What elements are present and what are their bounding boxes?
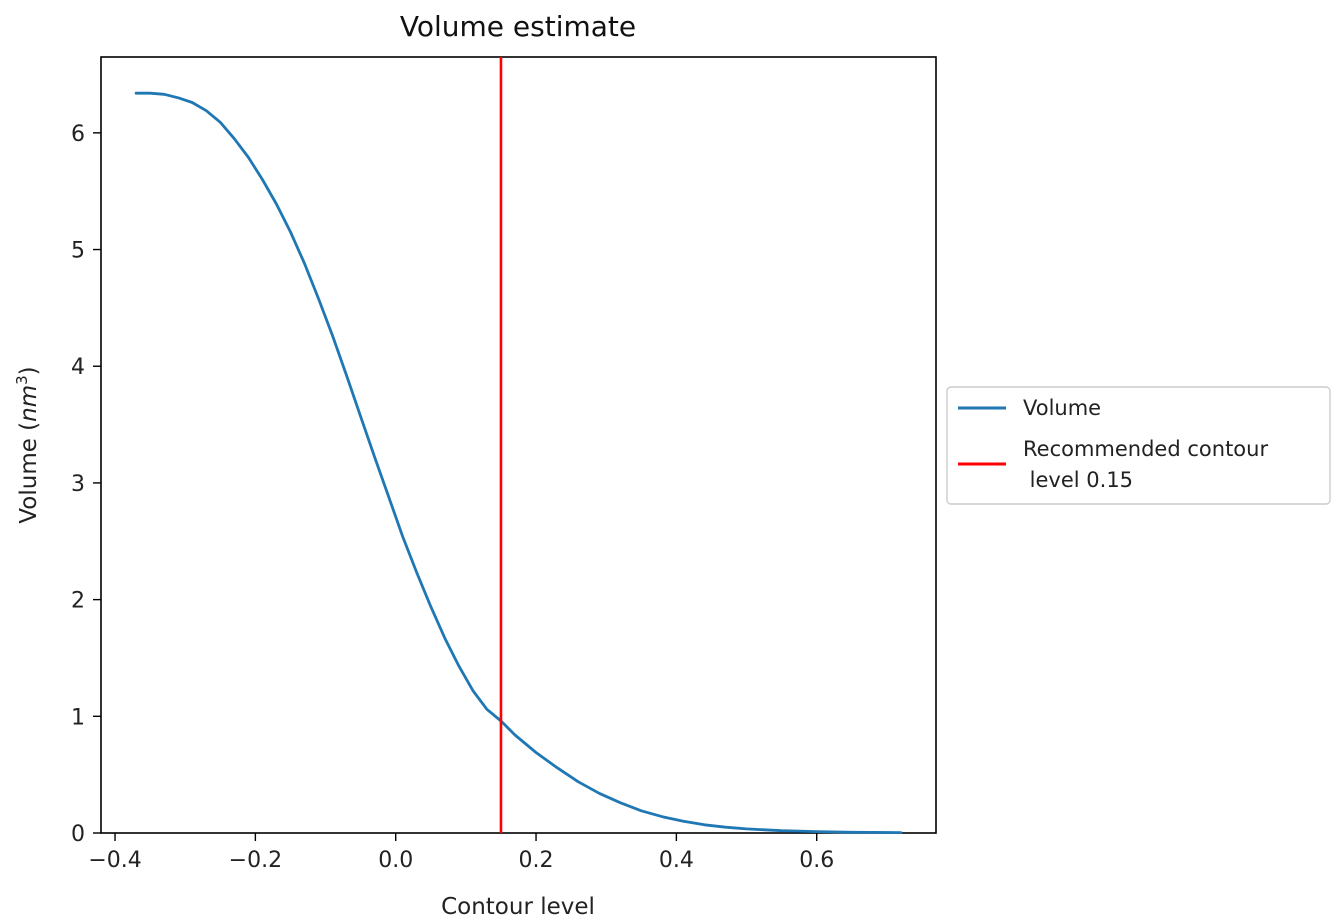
legend-label-line: level 0.15 xyxy=(1023,468,1133,492)
legend-label-line: Volume xyxy=(1023,396,1101,420)
x-axis-ticks: −0.4 −0.2 0.0 0.2 0.4 0.6 xyxy=(88,833,834,873)
legend-label-volume: Volume xyxy=(1023,396,1101,420)
x-tick-label: −0.2 xyxy=(229,848,282,873)
legend-label-line: Recommended contour xyxy=(1023,437,1268,461)
y-axis-title-unit: nm xyxy=(16,385,42,422)
x-tick-label: 0.4 xyxy=(659,848,694,873)
y-axis-title-prefix: Volume ( xyxy=(16,422,42,524)
chart-title: Volume estimate xyxy=(400,10,636,43)
y-tick-label: 1 xyxy=(71,705,85,730)
y-tick-label: 6 xyxy=(71,122,85,147)
y-tick-label: 4 xyxy=(71,355,85,380)
x-tick-label: −0.4 xyxy=(88,848,141,873)
legend-box xyxy=(946,386,1331,505)
y-tick-label: 0 xyxy=(71,822,85,847)
y-axis-title-suffix: ) xyxy=(16,366,42,375)
volume-series-line xyxy=(134,91,903,834)
legend: Volume Recommended contour level 0.15 xyxy=(946,386,1331,505)
y-tick-label: 2 xyxy=(71,589,85,614)
plot-area xyxy=(100,56,937,834)
x-tick-label: 0.6 xyxy=(799,848,834,873)
x-tick-label: 0.2 xyxy=(519,848,554,873)
series-layer xyxy=(134,57,903,834)
y-axis-title: Volume (nm3) xyxy=(13,366,42,523)
y-axis-title-superscript: 3 xyxy=(13,375,31,385)
y-tick-label: 5 xyxy=(71,239,85,264)
x-axis-title: Contour level xyxy=(441,894,595,920)
y-axis-ticks: 0 1 2 3 4 5 6 xyxy=(71,122,101,847)
legend-label-recommended-contour: Recommended contour level 0.15 xyxy=(1023,437,1268,492)
y-tick-label: 3 xyxy=(71,472,85,497)
x-tick-label: 0.0 xyxy=(378,848,413,873)
